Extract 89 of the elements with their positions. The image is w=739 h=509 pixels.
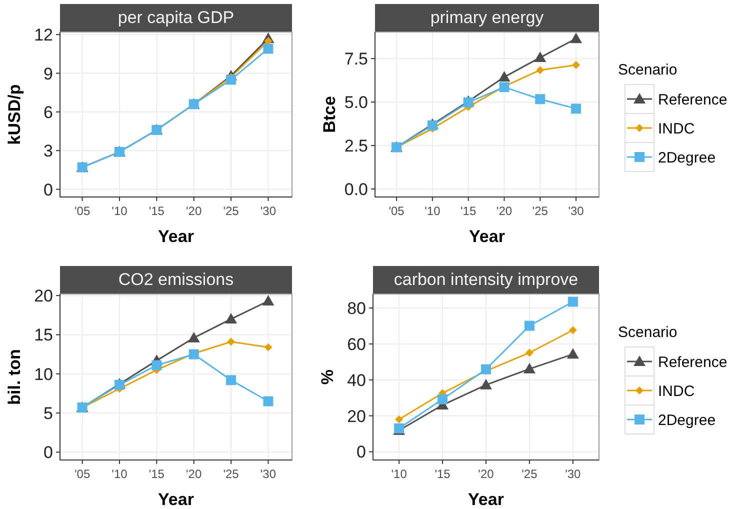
point (226, 375, 236, 386)
legend-label: INDC (658, 120, 695, 138)
x-axis-title: Year (468, 490, 504, 509)
x-tick-label: '20 (186, 467, 202, 481)
point (524, 320, 534, 331)
y-tick-label: 5.0 (344, 93, 368, 112)
y-tick-label: 60 (347, 334, 366, 354)
y-tick-label: 7.5 (344, 50, 368, 69)
point (568, 326, 577, 334)
x-tick-label: '05 (74, 467, 90, 481)
point (572, 61, 580, 70)
point (263, 44, 274, 54)
chart-title: carbon intensity improve (394, 270, 578, 289)
y-axis-title: bil. ton (5, 349, 24, 405)
chart-title: per capita GDP (118, 8, 234, 27)
legend-label: INDC (658, 383, 695, 400)
point (262, 295, 274, 306)
x-axis-title: Year (469, 227, 506, 246)
legend-title: Scenario (618, 62, 678, 78)
x-tick-label: '05 (74, 204, 90, 218)
x-tick-label: '25 (223, 467, 240, 481)
y-tick-label: 2.5 (344, 136, 368, 156)
legend-label: Reference (658, 92, 728, 108)
x-tick-label: '25 (532, 204, 548, 218)
x-tick-label: '05 (388, 204, 405, 218)
y-tick-label: 6 (44, 102, 53, 122)
y-tick-label: 80 (347, 299, 366, 318)
point (226, 74, 236, 85)
y-tick-label: 0 (44, 180, 53, 200)
x-tick-label: '15 (148, 204, 165, 218)
point (438, 394, 448, 404)
x-tick-label: '30 (565, 467, 582, 481)
x-tick-label: '20 (186, 204, 202, 218)
y-axis-title: kUSD/p (5, 84, 24, 145)
x-tick-label: '10 (112, 204, 128, 218)
point (395, 415, 404, 424)
legend-label: 2Degree (658, 412, 716, 429)
point (571, 104, 582, 114)
legend-label: 2Degree (658, 150, 716, 166)
x-tick-label: '10 (112, 467, 128, 481)
x-tick-label: '10 (424, 204, 441, 218)
y-tick-label: 15 (34, 326, 53, 345)
y-tick-label: 12 (34, 26, 53, 45)
point (570, 32, 582, 44)
x-tick-label: '30 (260, 204, 276, 218)
x-axis-title: Year (158, 227, 194, 246)
point (152, 360, 162, 370)
chart-title: primary energy (430, 8, 544, 27)
point (498, 71, 510, 82)
x-tick-label: '25 (522, 467, 538, 481)
x-tick-label: '20 (496, 204, 512, 218)
y-tick-label: 5 (44, 404, 53, 424)
y-tick-label: 0.0 (344, 180, 368, 199)
x-tick-label: '15 (434, 467, 451, 481)
y-tick-label: 0 (44, 443, 53, 462)
x-tick-label: '30 (260, 467, 276, 481)
point (536, 66, 544, 74)
legend-title: Scenario (618, 324, 678, 341)
point (225, 313, 238, 324)
point (188, 332, 200, 342)
point (480, 378, 492, 390)
x-tick-label: '15 (148, 467, 165, 481)
point (535, 94, 546, 104)
point (227, 338, 236, 346)
point (534, 52, 546, 62)
legend-label: Reference (658, 354, 728, 371)
x-tick-label: '20 (478, 467, 494, 481)
point (525, 348, 534, 357)
x-tick-label: '10 (391, 467, 408, 481)
y-axis-title: Btce (320, 96, 339, 133)
y-tick-label: 9 (44, 64, 53, 84)
y-tick-label: 3 (44, 142, 53, 161)
point (264, 343, 272, 352)
y-tick-label: 40 (347, 370, 366, 390)
point (263, 396, 274, 406)
y-tick-label: 20 (34, 286, 53, 306)
point (566, 348, 579, 359)
y-tick-label: 20 (347, 406, 366, 426)
x-tick-label: '25 (223, 204, 240, 218)
chart-title: CO2 emissions (118, 270, 234, 289)
point (523, 362, 536, 374)
y-axis-title: % (318, 369, 337, 385)
point (481, 364, 491, 374)
y-tick-label: 0 (356, 442, 366, 462)
x-tick-label: '15 (460, 204, 476, 218)
x-axis-title: Year (158, 490, 194, 509)
y-tick-label: 10 (34, 364, 53, 384)
point (568, 296, 578, 307)
x-tick-label: '30 (568, 204, 584, 218)
